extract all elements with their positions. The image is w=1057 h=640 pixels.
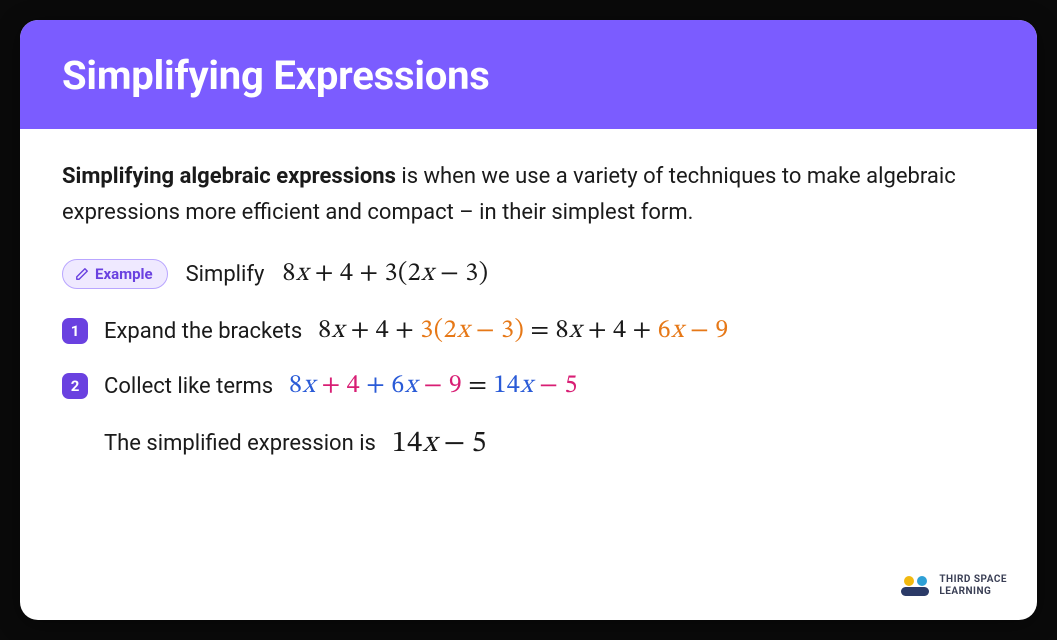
logo-icon	[901, 576, 929, 596]
intro-bold: Simplifying algebraic expressions	[62, 164, 396, 189]
example-row: Example Simplify 8x+4+3(2x−3)	[62, 258, 995, 291]
step-2-expression: 8x+4+6x−9=14x−5	[289, 370, 578, 403]
logo-text: THIRD SPACE LEARNING	[939, 574, 1007, 598]
brand-logo: THIRD SPACE LEARNING	[901, 574, 1007, 598]
step-2-label: Collect like terms	[104, 374, 273, 399]
logo-dot-blue	[917, 576, 927, 586]
card-header: Simplifying Expressions	[20, 20, 1037, 129]
card-content: Simplifying algebraic expressions is whe…	[20, 129, 1037, 620]
result-expression: 14x−5	[392, 425, 487, 463]
logo-slab	[901, 587, 929, 596]
example-pill-label: Example	[95, 265, 153, 283]
example-pill: Example	[62, 259, 168, 289]
page-title: Simplifying Expressions	[62, 52, 995, 99]
logo-dot-yellow	[904, 576, 914, 586]
result-spacer	[62, 431, 88, 457]
logo-line2: LEARNING	[939, 586, 1007, 598]
logo-line1: THIRD SPACE	[939, 574, 1007, 586]
step-1-row: 1 Expand the brackets 8x+4+3(2x−3)=8x+4+…	[62, 315, 995, 348]
intro-text: Simplifying algebraic expressions is whe…	[62, 159, 995, 232]
example-prompt: Simplify	[186, 262, 265, 287]
step-1-label: Expand the brackets	[104, 319, 302, 344]
step-1-expression: 8x+4+3(2x−3)=8x+4+6x−9	[318, 315, 728, 348]
step-2-badge: 2	[62, 373, 88, 399]
result-row: The simplified expression is 14x−5	[62, 425, 995, 463]
pencil-icon	[75, 267, 89, 281]
step-1-badge: 1	[62, 318, 88, 344]
example-expression: 8x+4+3(2x−3)	[282, 258, 488, 291]
result-label: The simplified expression is	[104, 431, 376, 456]
step-2-row: 2 Collect like terms 8x+4+6x−9=14x−5	[62, 370, 995, 403]
lesson-card: Simplifying Expressions Simplifying alge…	[20, 20, 1037, 620]
